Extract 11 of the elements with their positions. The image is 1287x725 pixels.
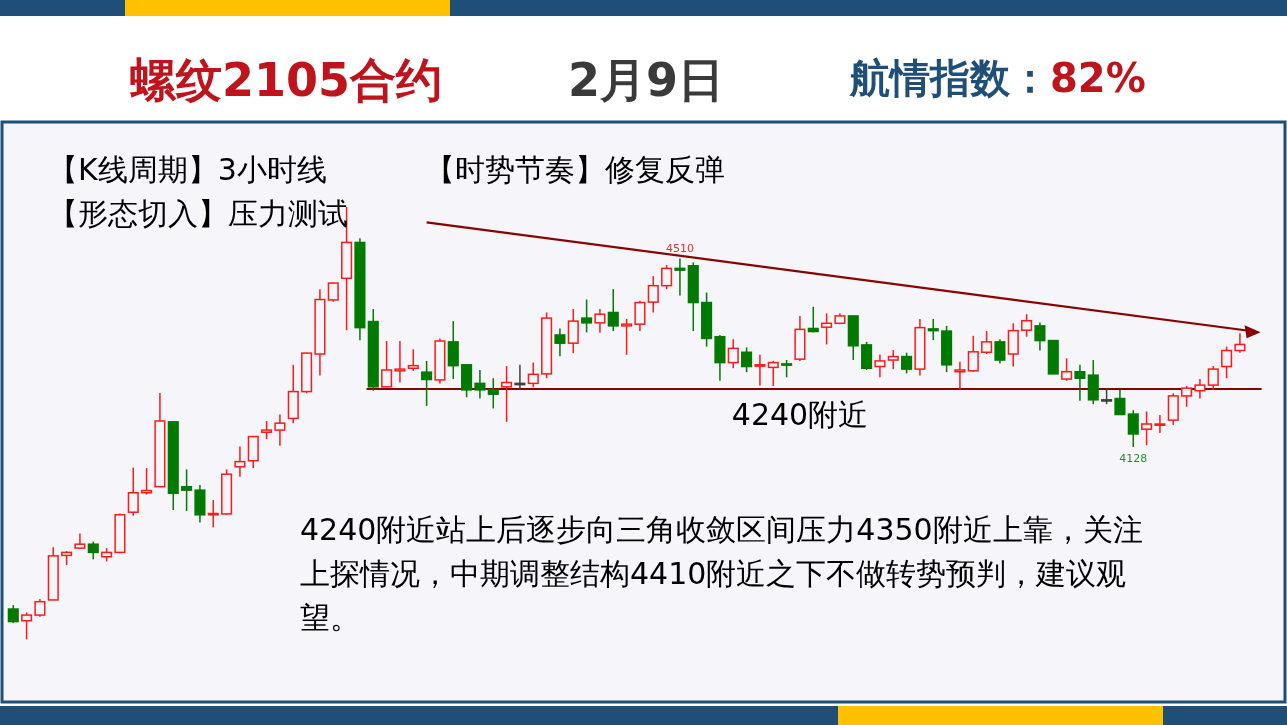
annotation: 4510: [665, 242, 694, 256]
ref-line: 4240附近: [365, 388, 1263, 432]
text: 航情指数：: [849, 55, 1050, 101]
chart-title: 螺纹2105合约: [129, 53, 443, 107]
text: 【K线周期】3小时线: [48, 152, 327, 187]
annotation: 4128: [1119, 451, 1148, 465]
chart-subtitle: 2月9日: [568, 53, 725, 107]
annotation: 4240附近站上后逐步向三角收敛区间压力4350附近上靠，关注上探情况，中期调整结构4410附近之下不做转势预判，建议观望。: [300, 511, 1144, 637]
text: 【时势节奏】修复反弹: [425, 152, 725, 187]
text: 82%: [1050, 55, 1146, 101]
ref-line-label: 4240附近: [731, 397, 869, 432]
